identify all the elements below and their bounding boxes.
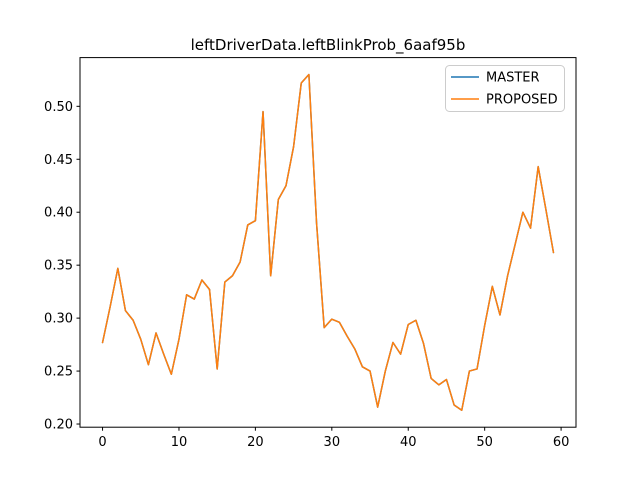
x-tick-label: 0 <box>98 435 106 450</box>
y-tick-label: 0.30 <box>44 312 73 327</box>
x-tick-label: 40 <box>400 435 417 450</box>
x-tick-label: 10 <box>171 435 188 450</box>
y-tick-label: 0.50 <box>44 100 73 115</box>
legend-label-master: MASTER <box>486 71 540 86</box>
y-tick-label: 0.45 <box>44 153 73 168</box>
y-tick-label: 0.40 <box>44 206 73 221</box>
plot-area: 0 10 20 30 40 50 60 0.20 0.25 0.30 0.35 0.40 0.45 0.5… <box>44 73 570 450</box>
plot-line-master <box>101 73 555 412</box>
x-tick-label: 50 <box>476 435 493 450</box>
y-tick-label: 0.25 <box>44 365 73 380</box>
chart-title: leftDriverData.leftBlinkProb_6aaf95b <box>191 36 466 55</box>
legend-label-proposed: PROPOSED <box>486 93 558 108</box>
x-tick-label: 20 <box>247 435 264 450</box>
x-tick-label: 60 <box>553 435 570 450</box>
y-tick-label: 0.20 <box>44 418 73 433</box>
x-tick-label: 30 <box>324 435 341 450</box>
legend: MASTER PROPOSED <box>445 65 565 112</box>
plot-line-proposed <box>101 73 555 412</box>
axes-spines <box>79 57 577 428</box>
y-tick-label: 0.35 <box>44 259 73 274</box>
